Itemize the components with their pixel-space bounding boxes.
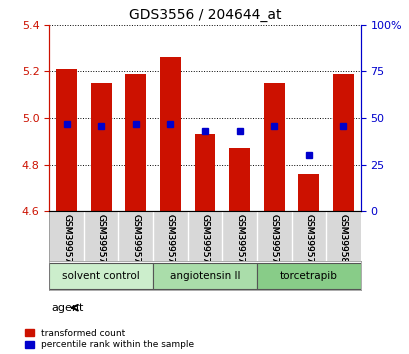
FancyBboxPatch shape xyxy=(83,211,118,261)
FancyBboxPatch shape xyxy=(49,263,153,289)
Bar xyxy=(160,57,180,211)
Text: GSM399572: GSM399572 xyxy=(62,214,71,269)
Bar xyxy=(90,83,111,211)
Text: GSM399576: GSM399576 xyxy=(200,214,209,269)
Bar xyxy=(194,135,215,211)
FancyBboxPatch shape xyxy=(153,211,187,261)
FancyBboxPatch shape xyxy=(187,211,222,261)
Text: GSM399573: GSM399573 xyxy=(97,214,106,269)
Bar xyxy=(298,174,319,211)
Bar xyxy=(229,148,249,211)
Text: torcetrapib: torcetrapib xyxy=(279,271,337,281)
Text: GSM399574: GSM399574 xyxy=(131,214,140,269)
FancyBboxPatch shape xyxy=(256,211,291,261)
Text: GSM399574: GSM399574 xyxy=(131,214,140,269)
Text: GSM399576: GSM399576 xyxy=(200,214,209,269)
FancyBboxPatch shape xyxy=(256,263,360,289)
Text: GSM399579: GSM399579 xyxy=(303,214,312,269)
FancyBboxPatch shape xyxy=(153,263,256,289)
Bar xyxy=(332,74,353,211)
FancyBboxPatch shape xyxy=(222,211,256,261)
Text: GSM399580: GSM399580 xyxy=(338,214,347,269)
Text: GSM399575: GSM399575 xyxy=(166,214,175,269)
Text: GSM399579: GSM399579 xyxy=(303,214,312,269)
Text: GSM399577: GSM399577 xyxy=(234,214,243,269)
Text: GSM399575: GSM399575 xyxy=(166,214,175,269)
Text: GSM399578: GSM399578 xyxy=(269,214,278,269)
Text: GSM399572: GSM399572 xyxy=(62,214,71,269)
Bar xyxy=(125,74,146,211)
FancyBboxPatch shape xyxy=(291,211,326,261)
Title: GDS3556 / 204644_at: GDS3556 / 204644_at xyxy=(128,8,281,22)
Text: angiotensin II: angiotensin II xyxy=(169,271,240,281)
Text: GSM399580: GSM399580 xyxy=(338,214,347,269)
Text: GSM399573: GSM399573 xyxy=(97,214,106,269)
FancyBboxPatch shape xyxy=(49,211,83,261)
FancyBboxPatch shape xyxy=(118,211,153,261)
Text: GSM399578: GSM399578 xyxy=(269,214,278,269)
Text: GSM399577: GSM399577 xyxy=(234,214,243,269)
FancyBboxPatch shape xyxy=(326,211,360,261)
Bar xyxy=(263,83,284,211)
Text: agent: agent xyxy=(51,303,83,313)
Bar xyxy=(56,69,77,211)
Legend: transformed count, percentile rank within the sample: transformed count, percentile rank withi… xyxy=(25,329,194,349)
Text: solvent control: solvent control xyxy=(62,271,139,281)
